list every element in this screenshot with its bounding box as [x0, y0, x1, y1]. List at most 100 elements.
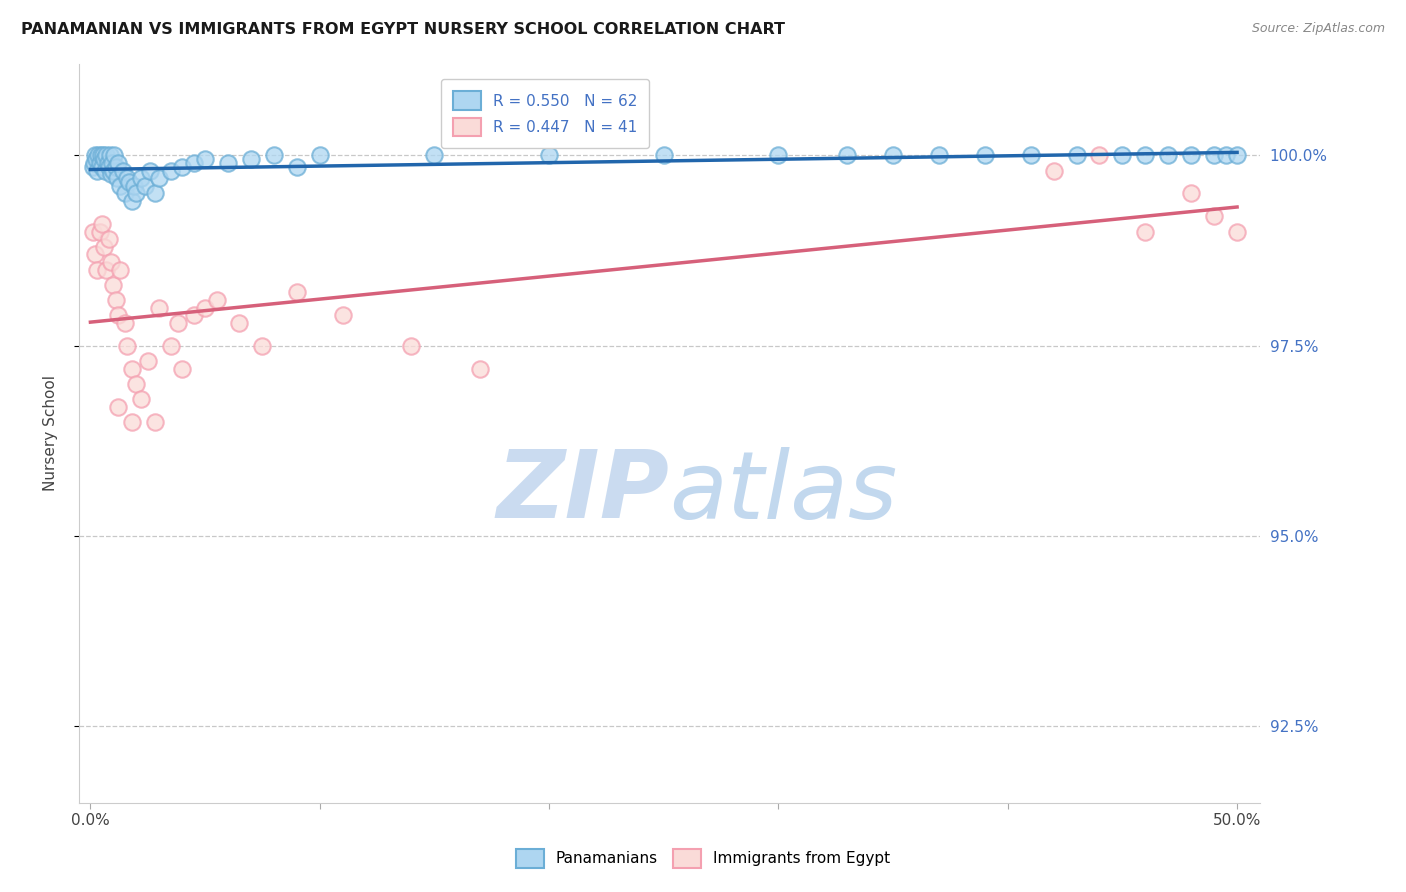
Point: [91, 148, 114, 162]
Point: [87, 148, 110, 162]
Point: [1204, 210, 1226, 224]
Point: [423, 148, 446, 162]
Point: [285, 285, 308, 300]
Point: [1135, 225, 1157, 239]
Point: [121, 194, 143, 208]
Point: [928, 148, 950, 162]
Point: [122, 178, 145, 193]
Point: [129, 171, 152, 186]
Point: [89, 156, 111, 170]
Point: [228, 316, 250, 330]
Point: [82, 160, 104, 174]
Point: [285, 160, 308, 174]
Point: [90, 160, 112, 174]
Point: [1226, 225, 1249, 239]
Point: [1180, 186, 1202, 201]
Point: [84, 247, 107, 261]
Point: [401, 339, 423, 353]
Point: [1215, 148, 1237, 162]
Point: [125, 376, 148, 391]
Point: [100, 255, 122, 269]
Point: [107, 400, 129, 414]
Point: [1180, 148, 1202, 162]
Point: [84, 153, 107, 167]
Point: [1157, 148, 1180, 162]
Point: [121, 361, 143, 376]
Point: [118, 175, 141, 189]
Point: [89, 225, 111, 239]
Point: [332, 308, 354, 322]
Point: [97, 232, 120, 246]
Point: [148, 171, 170, 186]
Point: [1019, 148, 1042, 162]
Point: [538, 148, 561, 162]
Point: [111, 163, 134, 178]
Point: [97, 156, 120, 170]
Point: [1088, 148, 1111, 162]
Point: [104, 293, 127, 307]
Point: [107, 308, 129, 322]
Point: [136, 354, 159, 368]
Point: [172, 361, 194, 376]
Point: [1135, 148, 1157, 162]
Legend: R = 0.550   N = 62, R = 0.447   N = 41: R = 0.550 N = 62, R = 0.447 N = 41: [441, 79, 650, 148]
Point: [470, 361, 492, 376]
Text: atlas: atlas: [669, 447, 897, 538]
Point: [652, 148, 675, 162]
Point: [263, 148, 285, 162]
Point: [96, 262, 118, 277]
Point: [121, 415, 143, 429]
Point: [114, 186, 136, 201]
Point: [194, 153, 217, 167]
Point: [98, 148, 121, 162]
Point: [103, 277, 125, 292]
Point: [97, 160, 120, 174]
Text: PANAMANIAN VS IMMIGRANTS FROM EGYPT NURSERY SCHOOL CORRELATION CHART: PANAMANIAN VS IMMIGRANTS FROM EGYPT NURS…: [21, 22, 785, 37]
Point: [183, 308, 205, 322]
Point: [94, 163, 117, 178]
Point: [103, 163, 125, 178]
Point: [239, 153, 262, 167]
Point: [115, 171, 138, 186]
Point: [93, 153, 115, 167]
Point: [882, 148, 904, 162]
Point: [172, 160, 194, 174]
Point: [134, 178, 156, 193]
Point: [86, 163, 108, 178]
Point: [252, 339, 274, 353]
Point: [93, 240, 115, 254]
Point: [110, 178, 132, 193]
Point: [100, 168, 122, 182]
Point: [1204, 148, 1226, 162]
Legend: Panamanians, Immigrants from Egypt: Panamanians, Immigrants from Egypt: [503, 837, 903, 880]
Text: ZIP: ZIP: [496, 446, 669, 539]
Point: [86, 262, 108, 277]
Point: [101, 156, 124, 170]
Point: [973, 148, 995, 162]
Point: [115, 339, 138, 353]
Point: [1226, 148, 1249, 162]
Point: [143, 415, 166, 429]
Point: [139, 163, 162, 178]
Point: [114, 316, 136, 330]
Point: [105, 171, 128, 186]
Point: [104, 160, 127, 174]
Point: [205, 293, 228, 307]
Point: [1042, 163, 1064, 178]
Point: [82, 225, 104, 239]
Point: [84, 148, 107, 162]
Point: [166, 316, 188, 330]
Point: [143, 186, 166, 201]
Point: [129, 392, 152, 406]
Point: [159, 163, 181, 178]
Y-axis label: Nursery School: Nursery School: [44, 376, 58, 491]
Point: [1066, 148, 1088, 162]
Point: [837, 148, 859, 162]
Point: [83, 156, 105, 170]
Point: [90, 217, 112, 231]
Point: [159, 339, 181, 353]
Point: [217, 156, 239, 170]
Point: [194, 301, 217, 315]
Point: [103, 148, 125, 162]
Point: [96, 148, 118, 162]
